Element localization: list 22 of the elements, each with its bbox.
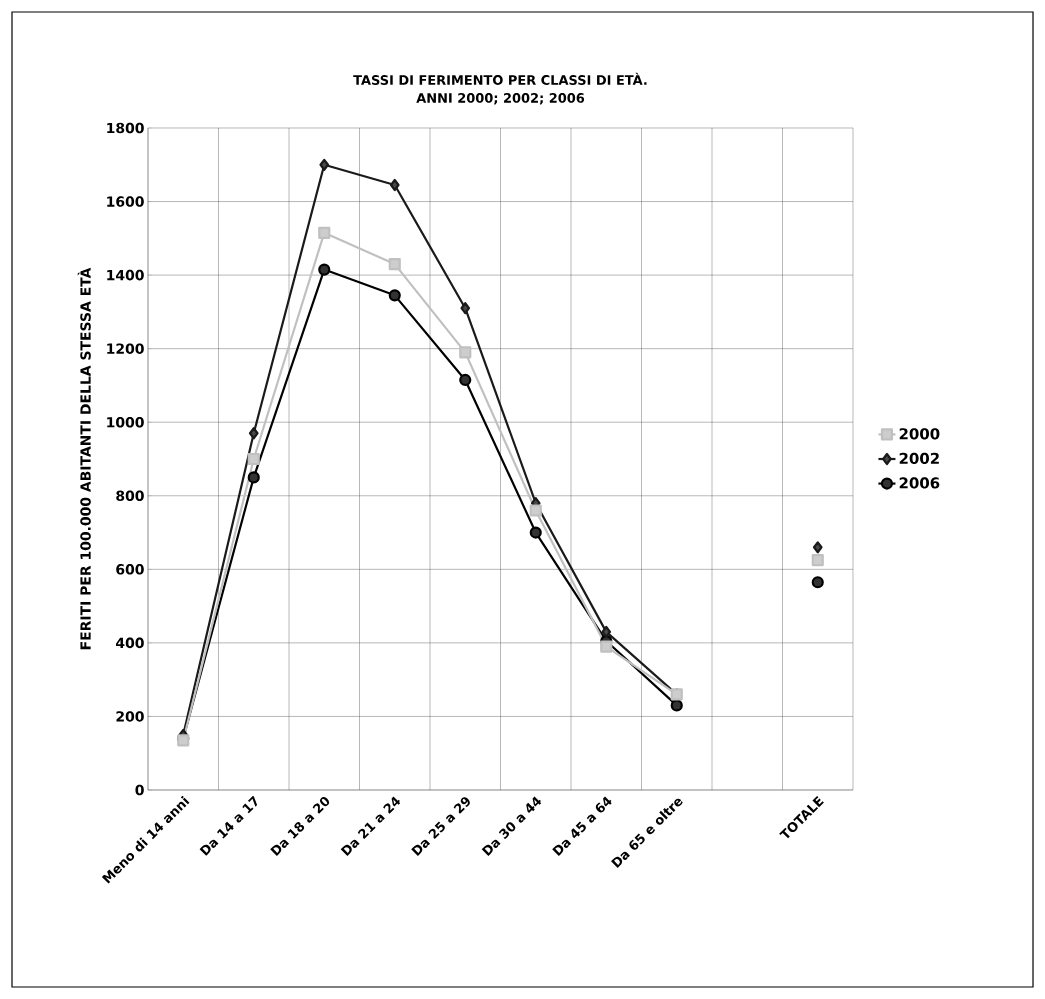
y-tick-label: 800	[116, 490, 144, 502]
x-tick-label: Da 25 a 29	[411, 797, 470, 856]
y-tick-label: 1000	[107, 416, 144, 428]
y-tick-label: 0	[135, 784, 144, 796]
x-tick-label: Da 18 a 20	[270, 797, 330, 856]
legend-label: 2006	[899, 477, 940, 489]
y-tick-label: 1800	[107, 122, 144, 134]
legend-label: 2000	[899, 428, 940, 440]
x-tick-label: Da 21 a 24	[340, 796, 401, 856]
y-tick-label: 1200	[107, 343, 144, 354]
legend-label: 2002	[899, 452, 939, 465]
chart-subtitle: ANNI 2000; 2002; 2006	[416, 93, 585, 105]
y-tick-label: 400	[115, 637, 144, 649]
x-tick-label: Da 45 a 64	[552, 796, 612, 856]
y-tick-label: 600	[116, 564, 144, 575]
x-tick-label: Da 14 a 17	[199, 795, 258, 856]
y-tick-label: 1600	[107, 196, 144, 207]
y-axis-title: FERITI PER 100.000 ABITANTI DELLA STESSA ETÀ	[77, 267, 91, 650]
y-tick-label: 1400	[107, 269, 144, 281]
chart-title: TASSI DI FERIMENTO PER CLASSI DI ETÀ.	[353, 72, 647, 85]
x-tick-label: Da 30 a 44	[481, 796, 542, 856]
y-tick-label: 200	[116, 711, 144, 722]
